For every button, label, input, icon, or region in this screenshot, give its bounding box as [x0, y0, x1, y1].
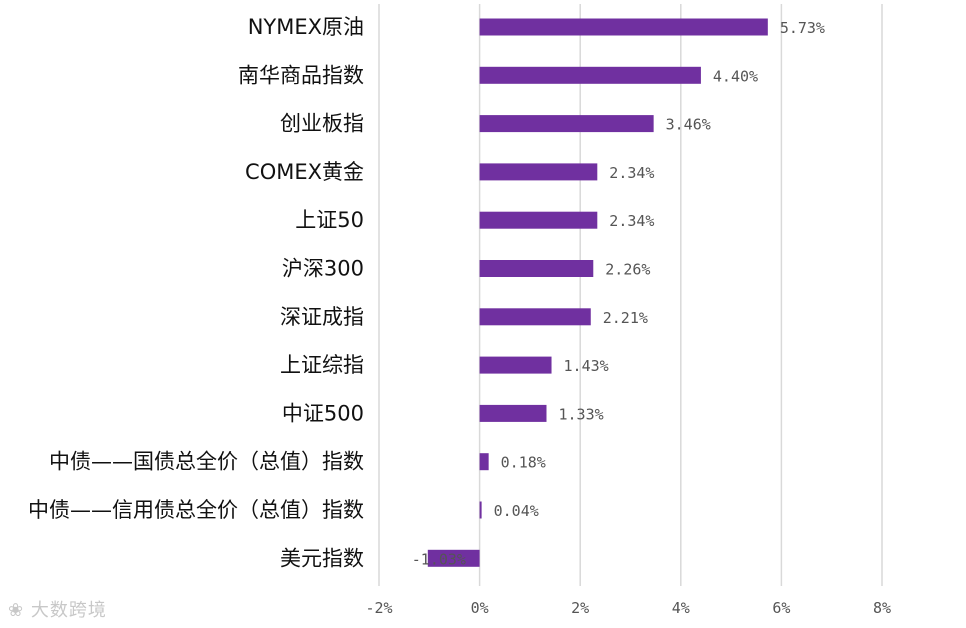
data-label: 0.04%	[494, 502, 539, 520]
x-tick-labels: -2% 0% 2% 4% 6% 8%	[365, 599, 891, 617]
category-label: 中债——国债总全价（总值）指数	[49, 450, 364, 474]
category-label: 深证成指	[280, 305, 364, 329]
bars	[427, 18, 768, 567]
bar	[479, 211, 598, 229]
data-label: 3.46%	[666, 116, 711, 134]
data-label: 2.26%	[605, 261, 650, 279]
bar	[427, 549, 480, 567]
watermark: ❀ 大数跨境	[8, 596, 107, 622]
watermark-icon: ❀	[8, 600, 25, 621]
data-label: 2.34%	[609, 212, 654, 230]
data-label: 1.43%	[564, 357, 609, 375]
watermark-text: 大数跨境	[30, 600, 107, 621]
category-label: COMEX黄金	[245, 160, 364, 184]
category-label: 美元指数	[280, 546, 364, 570]
data-labels: 5.73% 4.40% 3.46% 2.34% 2.34% 2.26% 2.21% 1.43%…	[412, 19, 825, 568]
category-label: 上证综指	[280, 353, 364, 377]
data-label: 0.18%	[501, 454, 546, 472]
data-label: 5.73%	[780, 19, 825, 37]
x-tick-label: 0%	[471, 599, 489, 617]
x-tick-label: 4%	[672, 599, 690, 617]
bar	[479, 356, 552, 374]
category-label: 中证500	[282, 401, 364, 425]
x-tick-label: -2%	[365, 599, 392, 617]
x-tick-label: 8%	[873, 599, 891, 617]
data-label: 2.21%	[603, 309, 648, 327]
bar	[479, 115, 654, 133]
category-label: 沪深300	[282, 257, 364, 281]
bar	[479, 404, 547, 422]
category-label: 创业板指	[280, 112, 364, 136]
category-label: NYMEX原油	[248, 15, 364, 39]
data-label: -1.03%	[412, 550, 466, 568]
x-tick-label: 6%	[772, 599, 790, 617]
data-label: 1.33%	[558, 405, 603, 423]
category-label: 南华商品指数	[238, 63, 364, 87]
category-label: 上证50	[295, 208, 364, 232]
bar	[479, 66, 701, 84]
category-label: 中债——信用债总全价（总值）指数	[28, 498, 364, 522]
bar	[479, 260, 594, 277]
gridlines	[378, 4, 883, 586]
bar	[479, 501, 482, 519]
bar	[479, 163, 598, 181]
bar	[479, 18, 768, 36]
bar	[479, 308, 591, 326]
x-tick-label: 2%	[571, 599, 589, 617]
bar	[479, 453, 489, 471]
data-label: 4.40%	[713, 67, 758, 85]
data-label: 2.34%	[609, 164, 654, 182]
